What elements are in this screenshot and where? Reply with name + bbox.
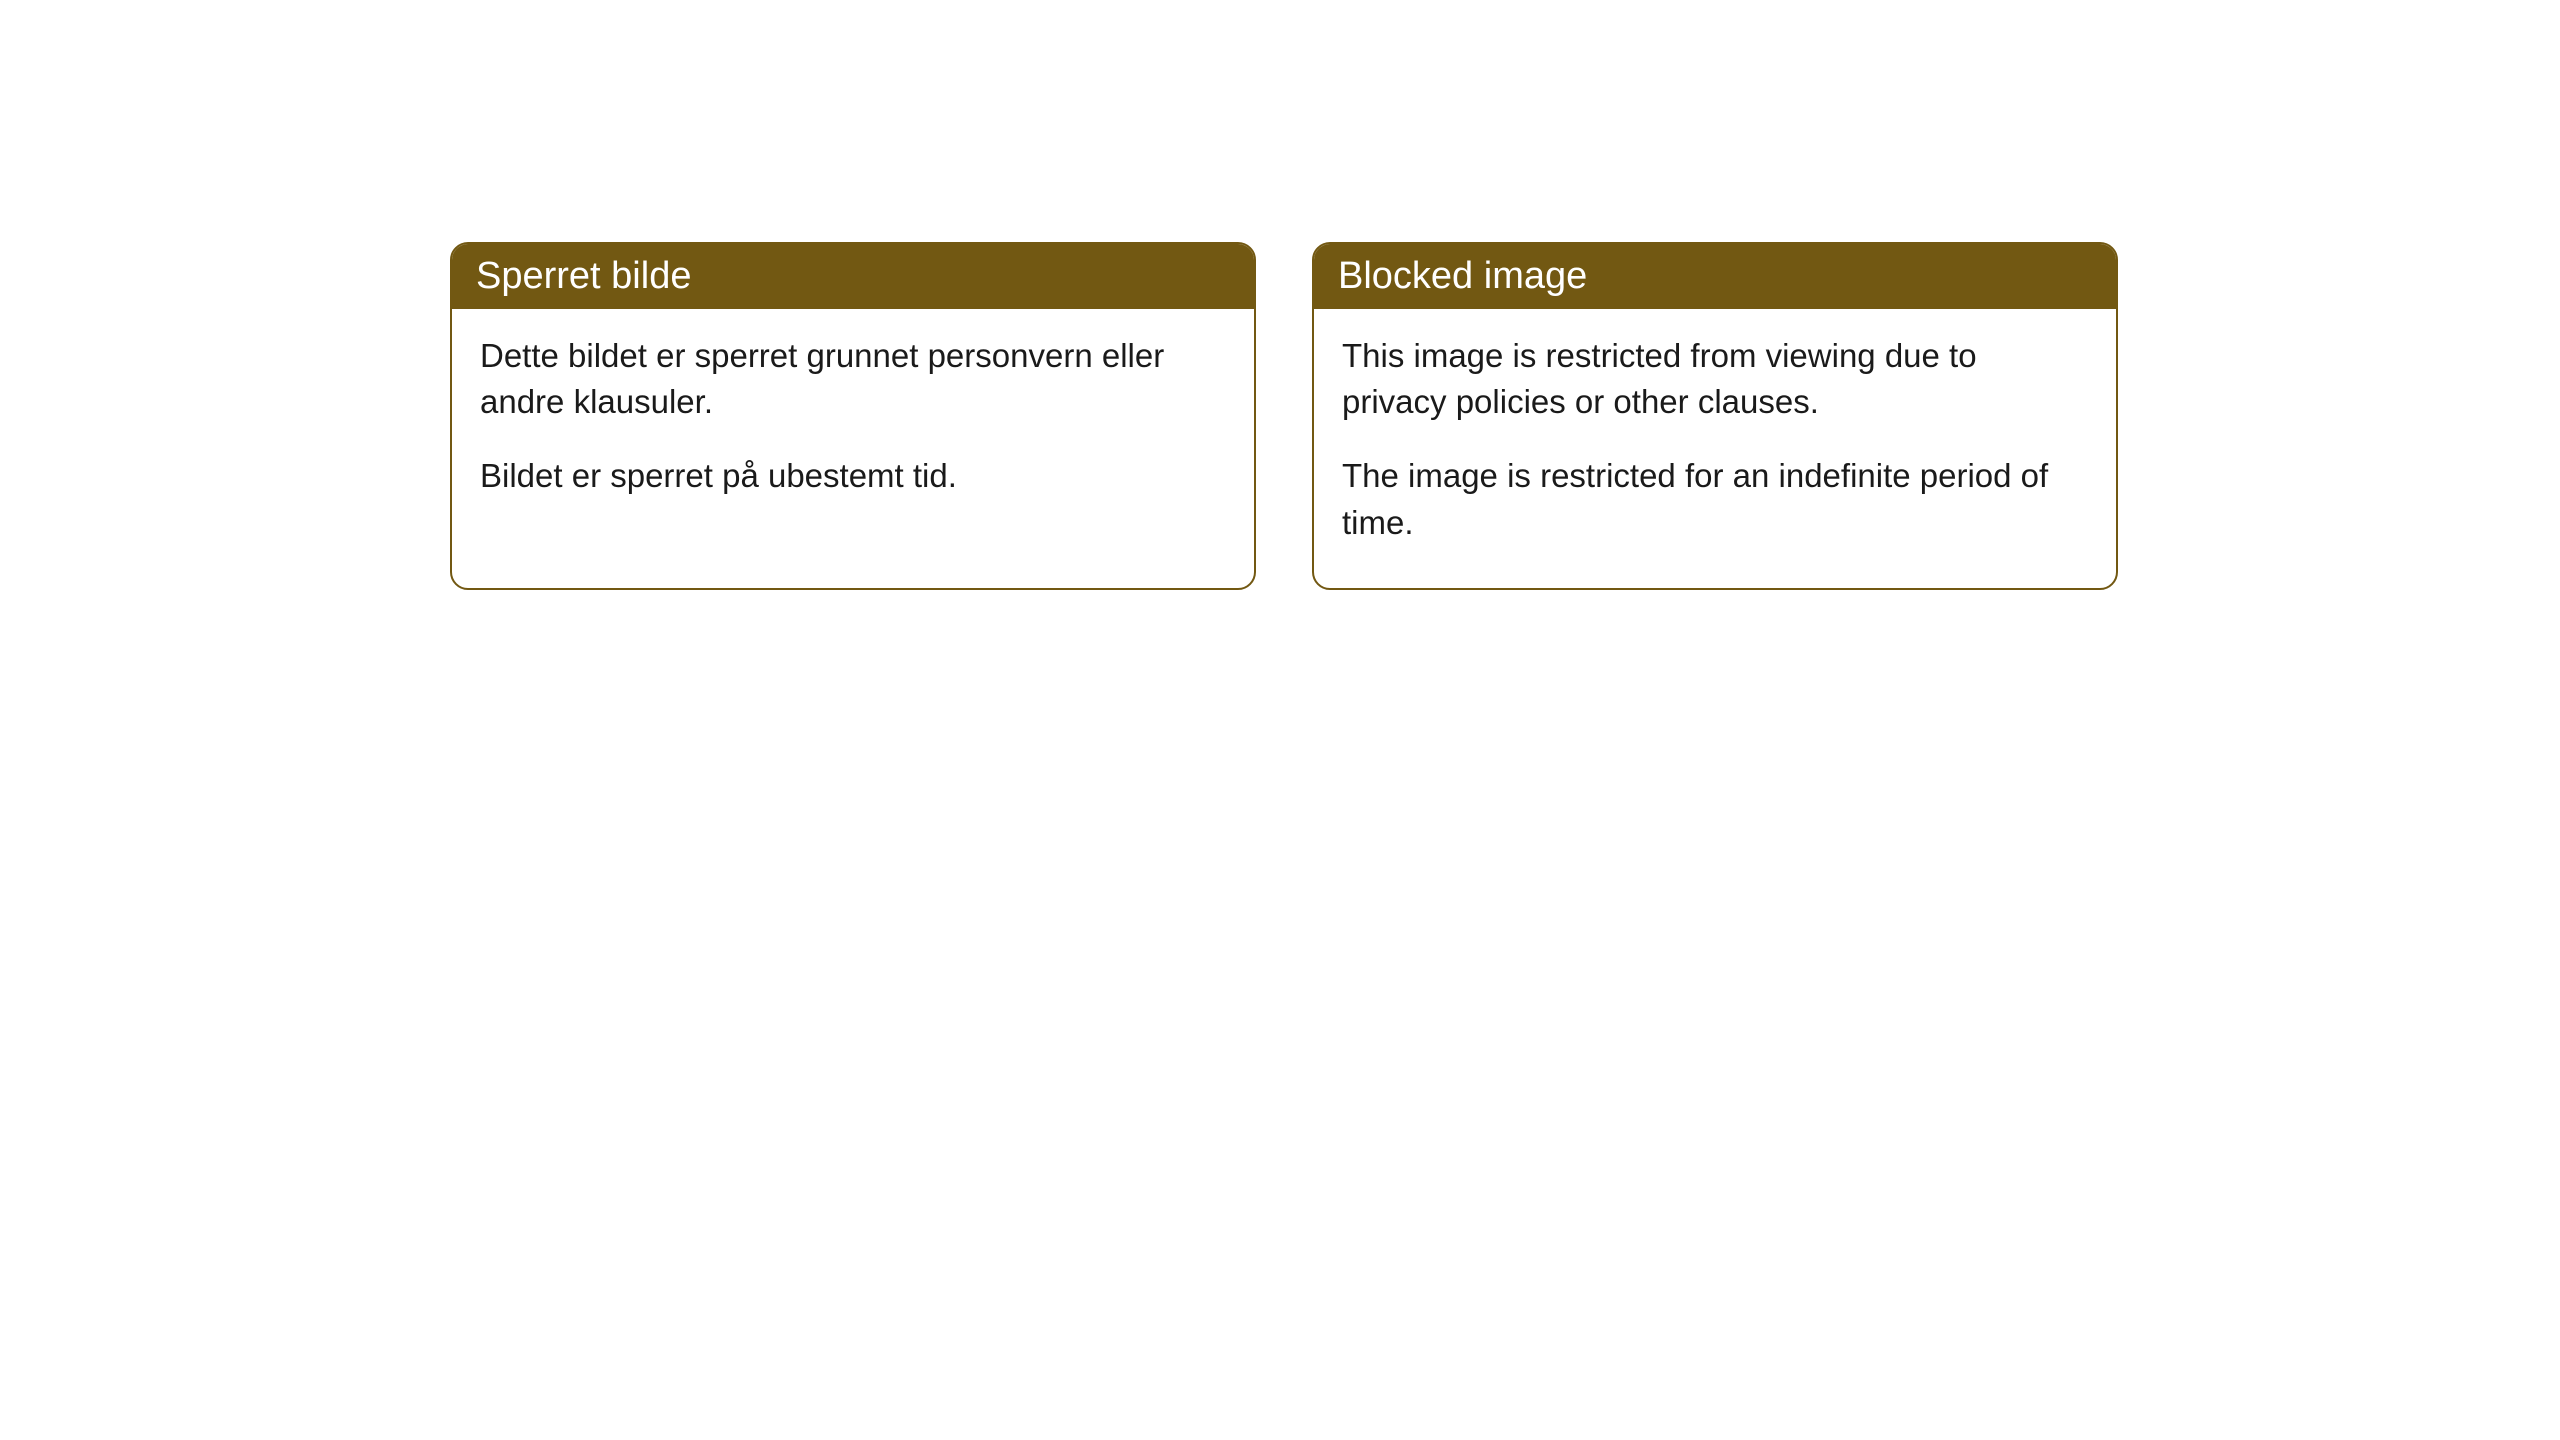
card-header-norwegian: Sperret bilde: [452, 244, 1254, 309]
card-paragraph-2: The image is restricted for an indefinit…: [1342, 453, 2088, 545]
card-body-norwegian: Dette bildet er sperret grunnet personve…: [452, 309, 1254, 542]
notice-cards-container: Sperret bilde Dette bildet er sperret gr…: [450, 242, 2560, 590]
card-title: Blocked image: [1338, 255, 1587, 297]
card-paragraph-1: This image is restricted from viewing du…: [1342, 333, 2088, 425]
card-paragraph-1: Dette bildet er sperret grunnet personve…: [480, 333, 1226, 425]
card-header-english: Blocked image: [1314, 244, 2116, 309]
notice-card-english: Blocked image This image is restricted f…: [1312, 242, 2118, 590]
card-paragraph-2: Bildet er sperret på ubestemt tid.: [480, 453, 1226, 499]
notice-card-norwegian: Sperret bilde Dette bildet er sperret gr…: [450, 242, 1256, 590]
card-title: Sperret bilde: [476, 255, 691, 297]
card-body-english: This image is restricted from viewing du…: [1314, 309, 2116, 588]
